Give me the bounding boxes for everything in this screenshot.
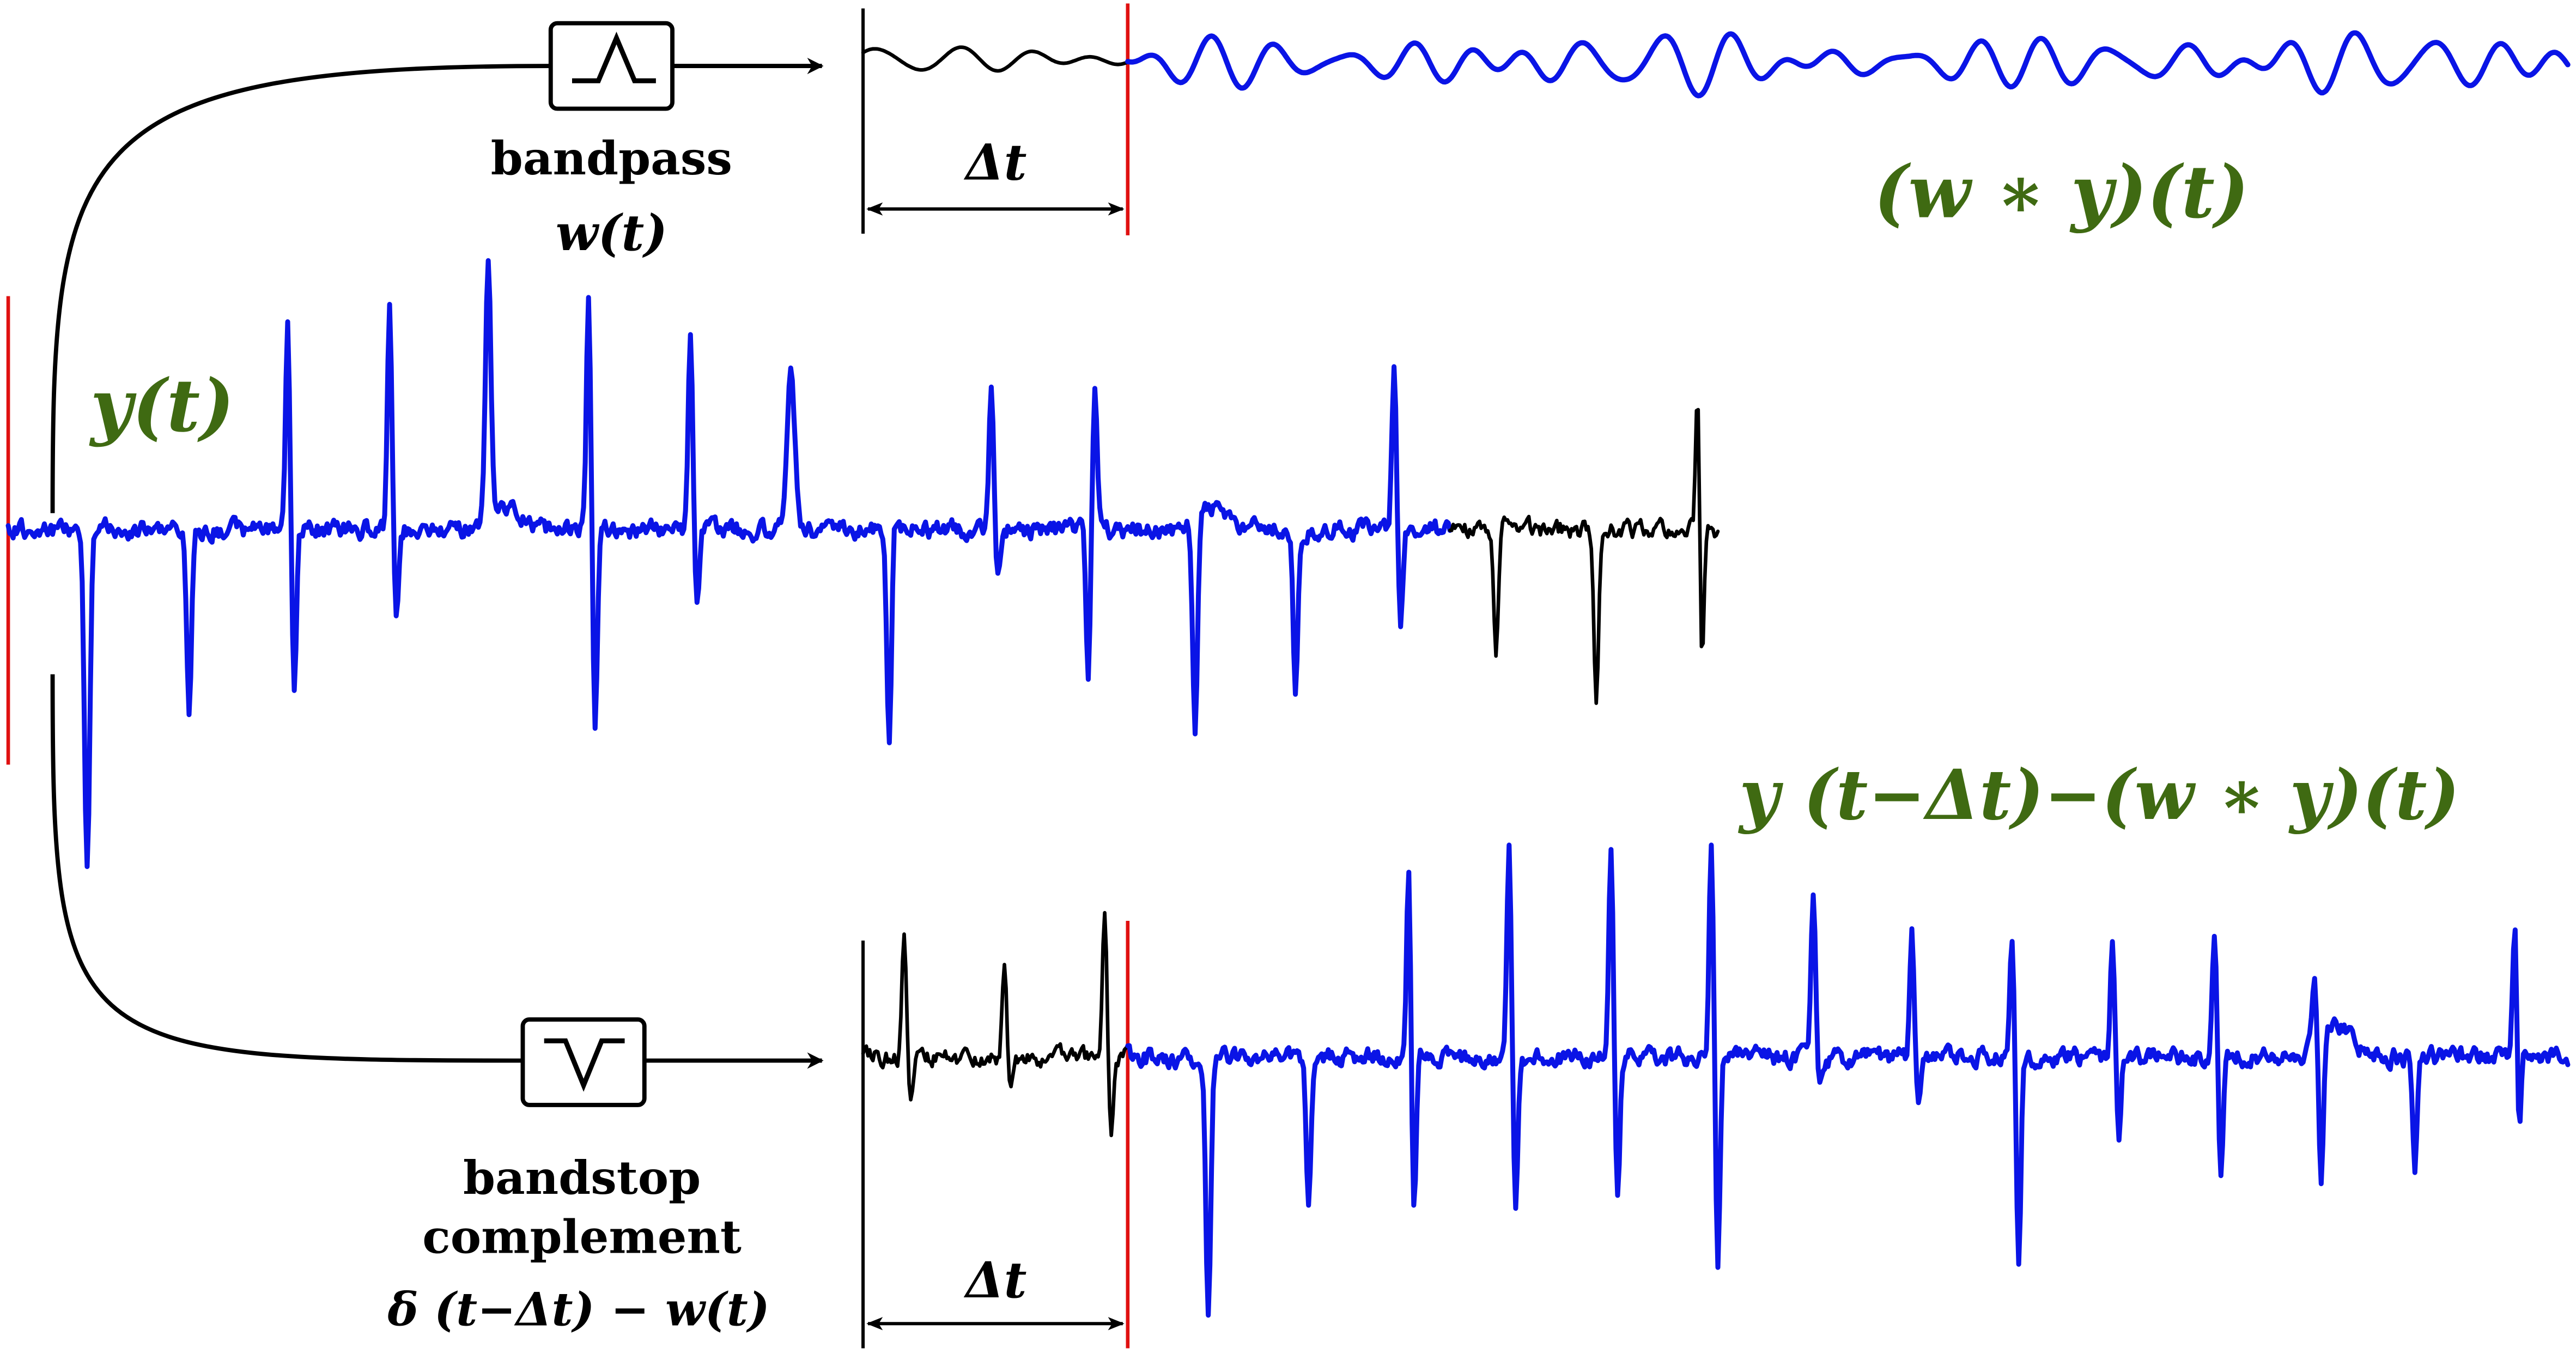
bandpass-output-trace <box>1125 30 2571 99</box>
bandstop-output-label: y (t−Δt)−(w ∗ y)(t) <box>1737 754 2459 835</box>
bandpass-title: bandpass <box>491 131 732 185</box>
bandstop-history-trace <box>861 910 1130 1138</box>
input-signal-tail <box>1448 408 1720 705</box>
bandpass-formula: w(t) <box>556 204 667 262</box>
bandstop-delay-label: Δt <box>963 1252 1026 1309</box>
bandpass-box <box>548 21 675 111</box>
bandpass-history-trace <box>861 45 1130 73</box>
input-signal-trace <box>5 258 1453 869</box>
bandpass-delay-label: Δt <box>963 133 1026 191</box>
upper-connector-curve <box>50 64 551 513</box>
bandpass-filter-icon <box>572 32 656 83</box>
bandstop-filter-icon <box>544 1038 625 1092</box>
bandpass-filter-block <box>548 21 824 111</box>
input-label: y(t) <box>89 363 234 448</box>
lower-connector-curve <box>50 674 523 1063</box>
bandstop-box <box>520 1017 647 1107</box>
bandstop-title: bandstop <box>463 1151 701 1205</box>
bandstop-subtitle: complement <box>422 1210 742 1264</box>
bandpass-output-label: (w ∗ y)(t) <box>1874 150 2249 235</box>
bandstop-formula: δ (t−Δt) − w(t) <box>387 1282 769 1336</box>
bandstop-output-trace <box>1125 842 2571 1318</box>
bandstop-filter-block <box>520 1017 824 1107</box>
